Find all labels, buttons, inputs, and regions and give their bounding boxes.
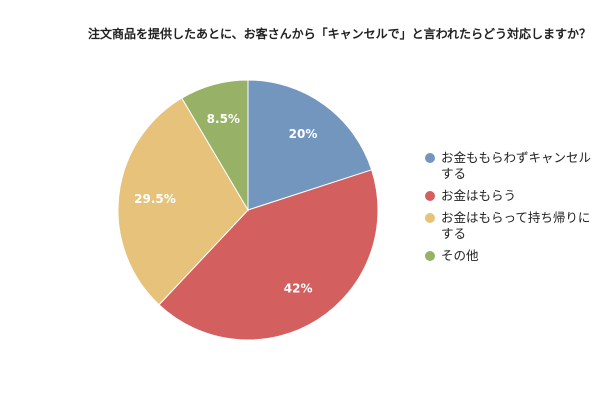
legend-marker	[425, 191, 435, 201]
data-label: 42%	[284, 282, 313, 296]
legend-label: お金はもらって持ち帰りにする	[441, 210, 591, 241]
legend-item: お金はもらって持ち帰りにする	[425, 210, 597, 242]
legend-label: その他	[441, 248, 479, 263]
pie-slice	[181, 79, 249, 212]
legend-item: お金はもらう	[425, 188, 597, 204]
legend-marker	[425, 251, 435, 261]
pie-slice	[247, 79, 373, 211]
legend-label: お金ももらわずキャンセルする	[441, 150, 592, 181]
legend-label: お金はもらう	[441, 188, 517, 203]
data-label: 8.5%	[207, 112, 240, 126]
legend-marker	[425, 213, 435, 223]
pie-slice	[117, 97, 249, 306]
legend-item: その他	[425, 248, 597, 264]
data-label: 20%	[289, 127, 318, 141]
chart-title: 注文商品を提供したあとに、お客さんから「キャンセルで」と言われたらどう対応します…	[88, 27, 592, 41]
legend: お金ももらわずキャンセルするお金はもらうお金はもらって持ち帰りにするその他	[425, 150, 597, 270]
legend-marker	[425, 153, 435, 163]
data-label: 29.5%	[134, 192, 176, 206]
legend-item: お金ももらわずキャンセルする	[425, 150, 597, 182]
pie-slice	[158, 169, 379, 341]
